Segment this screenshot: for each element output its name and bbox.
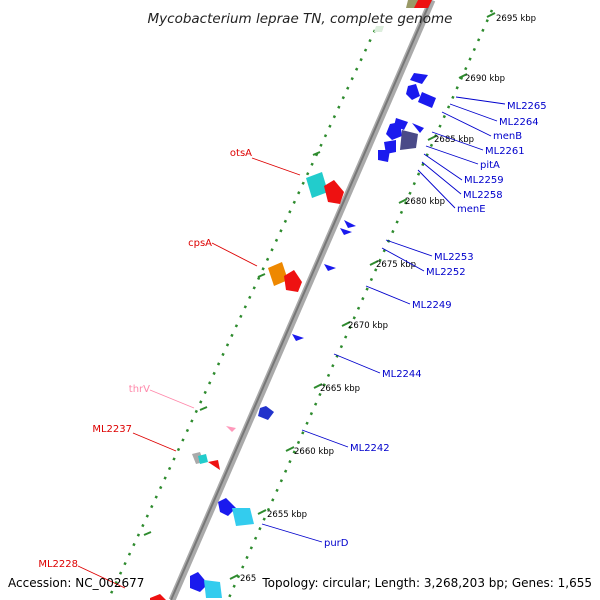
tick-label-265: 265 xyxy=(240,574,256,584)
accession-text: Accession: NC_002677 xyxy=(8,576,144,590)
tick-label-2690: 2690 kbp xyxy=(465,74,505,84)
map-title: Mycobacterium leprae TN, complete genome xyxy=(148,11,453,27)
gene-label-ML2252[interactable]: ML2252 xyxy=(426,267,466,278)
gene-label-ML2249[interactable]: ML2249 xyxy=(412,300,452,311)
tick-label-2680: 2680 kbp xyxy=(405,197,445,207)
reverse-genes-cluster-mid xyxy=(258,220,356,420)
tick-label-2660: 2660 kbp xyxy=(294,447,334,457)
reverse-leader-lines xyxy=(261,96,506,543)
tick-label-2665: 2665 kbp xyxy=(320,384,360,394)
gene-label-ML2228[interactable]: ML2228 xyxy=(38,559,78,570)
gene-label-menB[interactable]: menB xyxy=(493,131,522,142)
gene-label-ML2244[interactable]: ML2244 xyxy=(382,369,422,380)
gene-label-otsA[interactable]: otsA xyxy=(230,148,252,159)
forward-gene-ML2228 xyxy=(150,594,166,600)
genome-backbone-highlight xyxy=(170,0,432,600)
forward-leader-lines xyxy=(77,157,301,589)
gene-label-purD[interactable]: purD xyxy=(324,538,349,549)
forward-genes-cpsA xyxy=(268,262,302,292)
gene-label-ML2242[interactable]: ML2242 xyxy=(350,443,390,454)
forward-genes-otsA xyxy=(306,172,344,204)
tick-label-2695: 2695 kbp xyxy=(496,14,536,24)
gene-label-ML2264[interactable]: ML2264 xyxy=(499,117,539,128)
gene-label-ML2259[interactable]: ML2259 xyxy=(464,175,504,186)
tick-marks xyxy=(143,12,496,580)
genome-summary-text: Topology: circular; Length: 3,268,203 bp… xyxy=(261,576,592,590)
forward-genes-ML2237 xyxy=(192,452,220,470)
gene-label-pitA[interactable]: pitA xyxy=(480,160,500,171)
tick-label-2655: 2655 kbp xyxy=(267,510,307,520)
gene-label-ML2258[interactable]: ML2258 xyxy=(463,190,503,201)
gene-label-thrV[interactable]: thrV xyxy=(129,384,150,395)
gene-label-ML2237[interactable]: ML2237 xyxy=(92,424,132,435)
trna-gene-thrV xyxy=(226,426,236,432)
tick-label-2675: 2675 kbp xyxy=(376,260,416,270)
gene-label-menE[interactable]: menE xyxy=(457,204,486,215)
tick-label-2670: 2670 kbp xyxy=(348,321,388,331)
top-gene-cluster xyxy=(374,0,432,32)
reverse-genes-cluster-low xyxy=(190,498,254,598)
gene-label-cpsA[interactable]: cpsA xyxy=(188,238,212,249)
gene-label-ML2261[interactable]: ML2261 xyxy=(485,146,525,157)
reverse-genes-cluster-top xyxy=(378,73,436,162)
gene-label-ML2253[interactable]: ML2253 xyxy=(434,252,474,263)
gene-label-ML2265[interactable]: ML2265 xyxy=(507,101,547,112)
